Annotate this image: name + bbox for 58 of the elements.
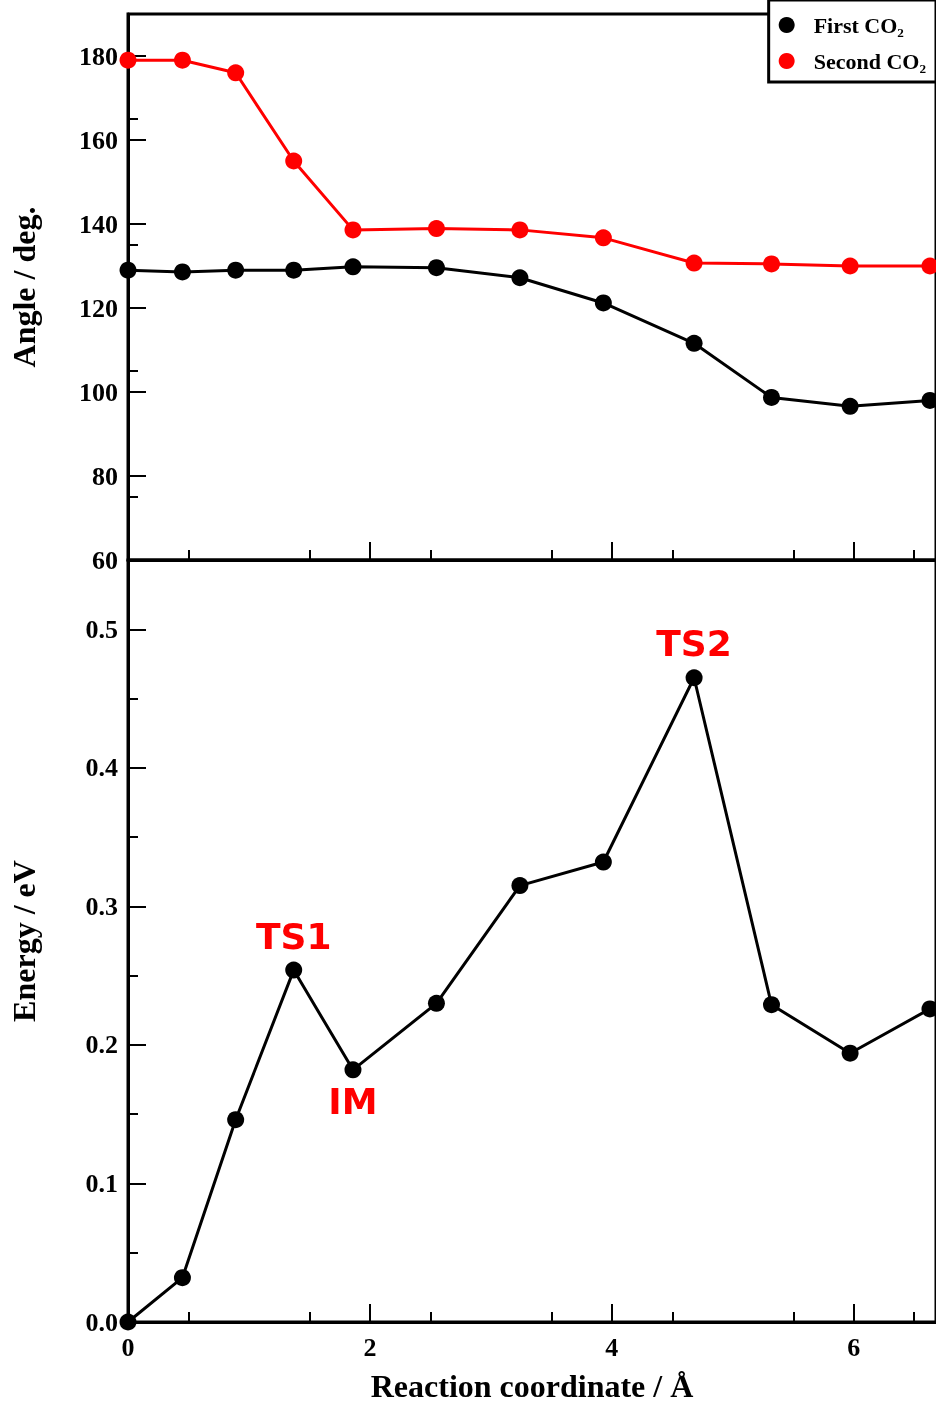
point — [227, 261, 245, 279]
point — [763, 996, 780, 1014]
point — [427, 259, 445, 277]
point — [763, 388, 780, 406]
point — [119, 51, 137, 69]
point — [594, 229, 612, 247]
point — [841, 1044, 859, 1062]
y-tick-label: 180 — [79, 41, 118, 71]
point — [344, 1061, 362, 1079]
point — [685, 254, 703, 272]
point — [173, 263, 191, 281]
point — [841, 257, 859, 275]
point — [427, 994, 445, 1012]
point — [344, 221, 362, 239]
point — [119, 261, 137, 279]
x-tick-label: 2 — [363, 1332, 377, 1362]
point — [685, 334, 703, 352]
point — [594, 294, 612, 312]
x-tick-label: 4 — [605, 1332, 619, 1362]
y-tick-label: 0.0 — [85, 1307, 118, 1337]
point — [511, 877, 529, 895]
y-axis-title: Energy / eV — [6, 860, 42, 1022]
y-tick-label: 120 — [79, 293, 118, 323]
point — [511, 221, 529, 239]
legend-label: Second CO₂ — [813, 48, 927, 74]
point — [841, 397, 859, 415]
y-tick-label: 0.4 — [85, 753, 118, 783]
point — [119, 1313, 137, 1331]
point — [427, 220, 445, 238]
point — [285, 261, 303, 279]
point — [285, 961, 303, 979]
y-tick-label: 80 — [92, 461, 118, 491]
point — [173, 51, 191, 69]
y-tick-label: 0.3 — [85, 891, 118, 921]
point — [344, 258, 362, 276]
point — [227, 1111, 245, 1129]
annotation: IM — [328, 1081, 378, 1123]
point — [227, 64, 245, 82]
point — [285, 152, 303, 170]
y-tick-label: 140 — [79, 209, 118, 239]
point — [685, 669, 703, 687]
x-tick-label: 6 — [847, 1332, 861, 1362]
y-tick-label: 0.1 — [85, 1168, 118, 1198]
y-tick-label: 0.5 — [85, 614, 118, 644]
annotation: TS1 — [255, 915, 332, 957]
point — [173, 1269, 191, 1287]
legend-label: First CO₂ — [813, 12, 905, 38]
point — [763, 255, 780, 273]
y-tick-label: 60 — [92, 545, 118, 575]
y-tick-label: 100 — [79, 377, 118, 407]
y-tick-label: 160 — [79, 125, 118, 155]
x-tick-label: 0 — [121, 1332, 135, 1362]
point — [594, 853, 612, 871]
annotation: TS2 — [656, 623, 732, 665]
y-tick-label: 0.2 — [85, 1030, 118, 1060]
y-axis-title: Angle / deg. — [6, 206, 42, 368]
point — [511, 269, 529, 287]
x-axis-title: Reaction coordinate / Å — [370, 1368, 694, 1404]
